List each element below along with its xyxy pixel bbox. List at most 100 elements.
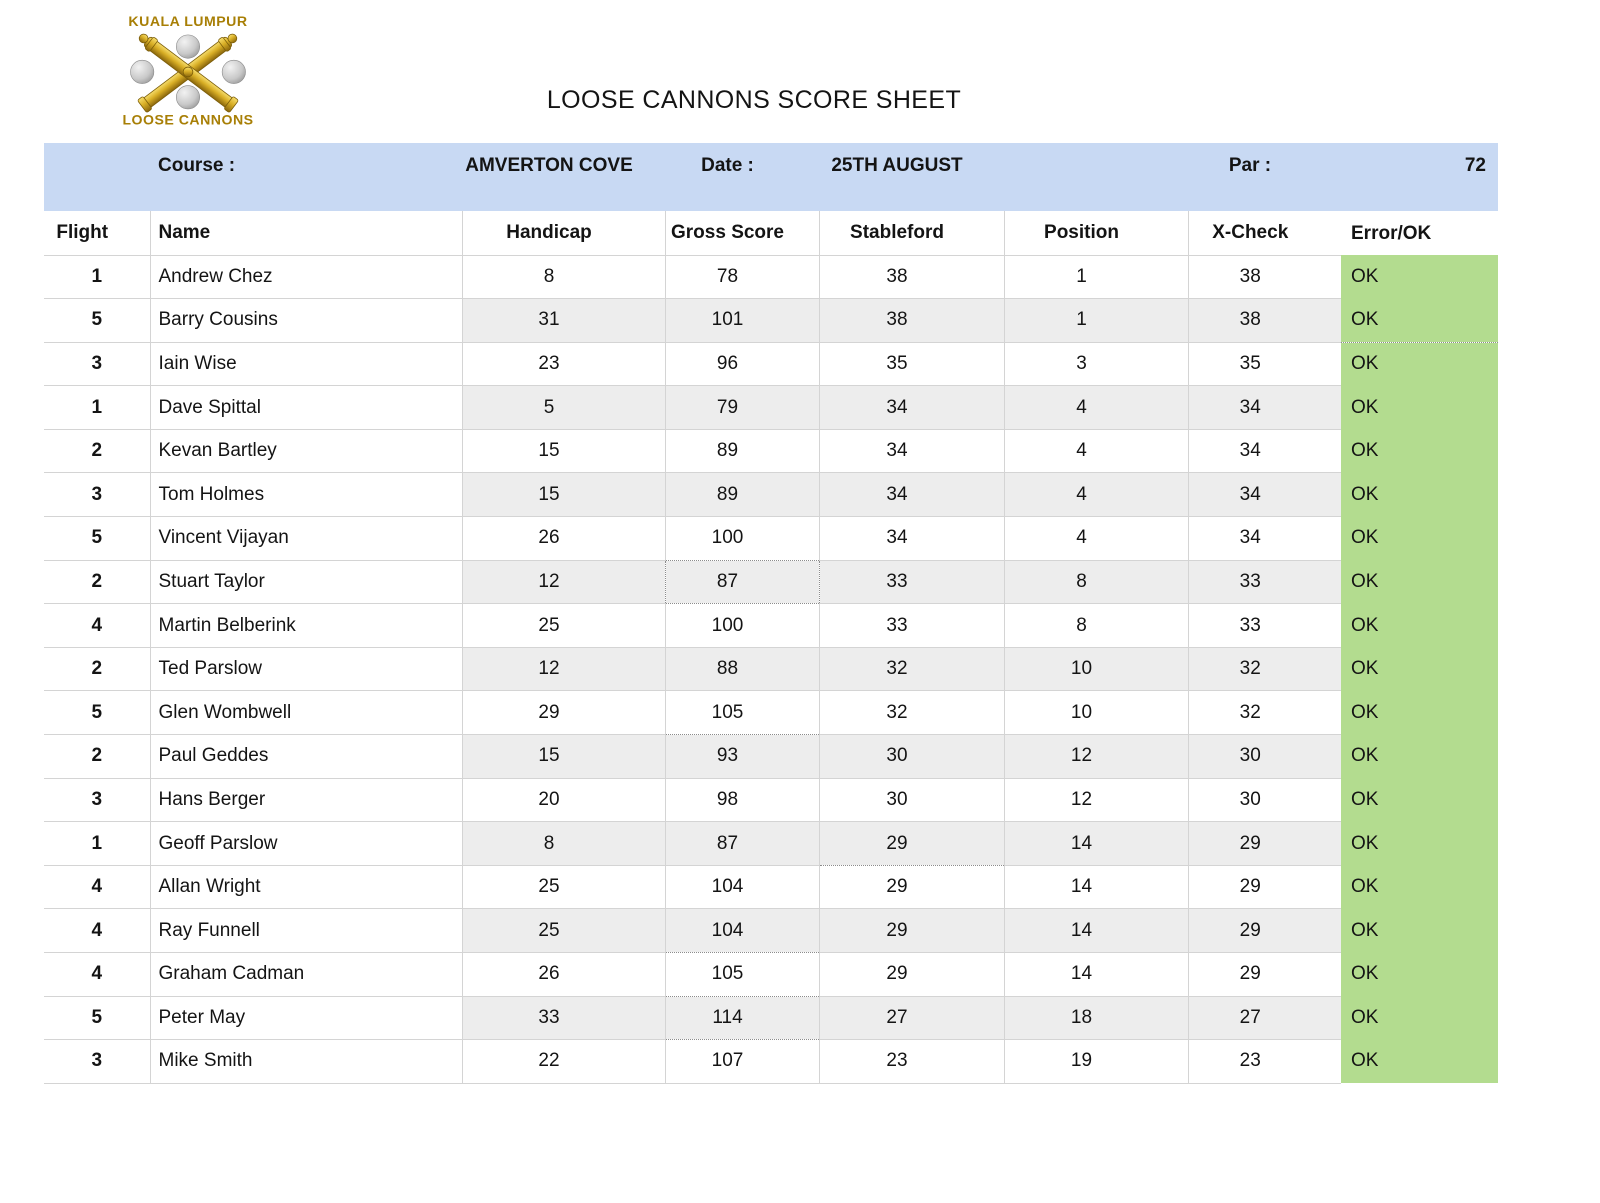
handicap-cell: 25 — [461, 865, 665, 910]
name-cell: Allan Wright — [149, 865, 462, 910]
score-table: Course : AMVERTON COVE Date : 25TH AUGUS… — [44, 143, 1498, 1084]
position-cell: 18 — [1003, 996, 1188, 1041]
table-header-row: Flight Name Handicap Gross Score Stablef… — [44, 211, 1498, 256]
xcheck-cell: 33 — [1187, 560, 1341, 605]
player-row: 4 Graham Cadman 26 105 29 14 29 OK — [44, 952, 1498, 997]
handicap-cell: 8 — [461, 821, 665, 866]
handicap-cell: 15 — [461, 472, 665, 518]
gross-score-cell: 100 — [664, 603, 819, 648]
player-row: 3 Iain Wise 23 96 35 3 35 OK — [44, 342, 1498, 387]
player-row: 5 Peter May 33 114 27 18 27 OK — [44, 996, 1498, 1041]
name-cell: Kevan Bartley — [149, 429, 462, 474]
flight-cell: 2 — [44, 429, 150, 474]
stableford-cell: 23 — [818, 1039, 1004, 1084]
logo-bottom-text: LOOSE CANNONS — [122, 112, 253, 128]
xcheck-cell: 38 — [1187, 255, 1341, 300]
golf-balls-icon — [130, 34, 246, 110]
error-ok-cell: OK — [1341, 298, 1498, 343]
stableford-cell: 32 — [818, 647, 1004, 692]
stableford-cell: 34 — [818, 429, 1004, 474]
stableford-cell: 30 — [818, 734, 1004, 779]
stableford-cell: 34 — [818, 516, 1004, 561]
xcheck-cell: 34 — [1187, 516, 1341, 561]
par-value: 72 — [1341, 143, 1498, 211]
error-ok-cell: OK — [1341, 603, 1498, 648]
position-cell: 19 — [1003, 1039, 1188, 1084]
position-cell: 8 — [1003, 560, 1188, 605]
name-cell: Glen Wombwell — [149, 690, 462, 736]
handicap-cell: 29 — [461, 690, 665, 736]
gross-score-cell: 89 — [664, 472, 819, 518]
gross-score-cell: 78 — [664, 255, 819, 300]
stableford-cell: 32 — [818, 690, 1004, 736]
col-header-flight: Flight — [44, 211, 150, 256]
handicap-cell: 12 — [461, 647, 665, 692]
gross-score-cell: 101 — [664, 298, 819, 343]
handicap-cell: 25 — [461, 908, 665, 953]
error-ok-cell: OK — [1341, 647, 1498, 691]
error-ok-cell: OK — [1341, 472, 1498, 517]
error-ok-cell: OK — [1341, 342, 1498, 386]
position-cell: 14 — [1003, 821, 1188, 866]
position-cell: 14 — [1003, 865, 1188, 910]
name-cell: Iain Wise — [149, 342, 462, 387]
stableford-cell: 33 — [818, 560, 1004, 605]
col-header-xcheck: X-Check — [1187, 211, 1341, 256]
page-title: LOOSE CANNONS SCORE SHEET — [546, 86, 962, 114]
flight-cell: 1 — [44, 255, 150, 300]
handicap-cell: 15 — [461, 734, 665, 779]
flight-cell: 4 — [44, 603, 150, 648]
club-logo: KUALA LUMPUR LOOSE CANNONS — [122, 13, 253, 128]
gross-score-cell: 107 — [664, 1039, 819, 1084]
xcheck-cell: 29 — [1187, 865, 1341, 910]
error-ok-cell: OK — [1341, 778, 1498, 822]
position-cell: 10 — [1003, 647, 1188, 692]
error-ok-cell: OK — [1341, 908, 1498, 953]
gross-score-cell: 105 — [664, 690, 819, 736]
player-row: 1 Andrew Chez 8 78 38 1 38 OK — [44, 255, 1498, 300]
xcheck-cell: 23 — [1187, 1039, 1341, 1084]
name-cell: Peter May — [149, 996, 462, 1041]
gross-score-cell: 98 — [664, 778, 819, 823]
error-ok-cell: OK — [1341, 952, 1498, 997]
stableford-cell: 33 — [818, 603, 1004, 648]
handicap-cell: 31 — [461, 298, 665, 343]
name-cell: Geoff Parslow — [149, 821, 462, 866]
player-row: 3 Mike Smith 22 107 23 19 23 OK — [44, 1039, 1498, 1084]
handicap-cell: 8 — [461, 255, 665, 300]
flight-cell: 4 — [44, 952, 150, 997]
col-header-handicap: Handicap — [461, 211, 665, 256]
player-row: 2 Stuart Taylor 12 87 33 8 33 OK — [44, 560, 1498, 605]
xcheck-cell: 27 — [1187, 996, 1341, 1041]
handicap-cell: 15 — [461, 429, 665, 474]
error-ok-cell: OK — [1341, 690, 1498, 735]
error-ok-cell: OK — [1341, 1039, 1498, 1084]
position-cell: 4 — [1003, 385, 1188, 430]
position-cell: 10 — [1003, 690, 1188, 736]
handicap-cell: 22 — [461, 1039, 665, 1084]
error-ok-cell: OK — [1341, 255, 1498, 299]
stableford-cell: 29 — [818, 952, 1004, 997]
col-header-error-ok: Error/OK — [1341, 211, 1498, 255]
player-row: 2 Kevan Bartley 15 89 34 4 34 OK — [44, 429, 1498, 474]
flight-cell: 5 — [44, 690, 150, 736]
xcheck-cell: 30 — [1187, 778, 1341, 823]
stableford-cell: 29 — [818, 908, 1004, 953]
crossed-cannons-icon — [137, 33, 239, 113]
name-cell: Mike Smith — [149, 1039, 462, 1084]
error-ok-cell: OK — [1341, 996, 1498, 1040]
handicap-cell: 25 — [461, 603, 665, 648]
name-cell: Hans Berger — [149, 778, 462, 823]
name-cell: Vincent Vijayan — [149, 516, 462, 561]
player-row: 5 Vincent Vijayan 26 100 34 4 34 OK — [44, 516, 1498, 561]
player-row: 3 Tom Holmes 15 89 34 4 34 OK — [44, 472, 1498, 518]
error-ok-cell: OK — [1341, 516, 1498, 561]
xcheck-cell: 32 — [1187, 690, 1341, 736]
handicap-cell: 26 — [461, 516, 665, 561]
position-cell: 8 — [1003, 603, 1188, 648]
flight-cell: 3 — [44, 778, 150, 823]
gross-score-cell: 93 — [664, 734, 819, 779]
name-cell: Dave Spittal — [149, 385, 462, 430]
xcheck-cell: 29 — [1187, 821, 1341, 866]
gross-score-cell: 88 — [664, 647, 819, 692]
